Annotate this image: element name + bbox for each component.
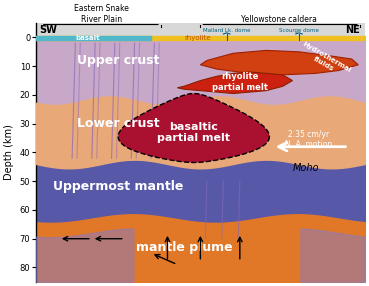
Text: Scourge dome: Scourge dome [279,28,319,33]
Text: Mallard Lk. dome: Mallard Lk. dome [203,28,251,33]
Text: Eastern Snake
River Plain: Eastern Snake River Plain [74,4,129,24]
Text: Moho: Moho [293,163,319,173]
Text: 2.35 cm/yr
N. A. motion: 2.35 cm/yr N. A. motion [285,130,332,149]
Text: mantle plume: mantle plume [136,241,232,254]
Text: basaltic
partial melt: basaltic partial melt [157,122,230,143]
Text: Uppermost mantle: Uppermost mantle [53,180,183,193]
Y-axis label: Depth (km): Depth (km) [4,124,14,180]
Text: rhyolite: rhyolite [184,35,211,41]
Polygon shape [200,50,358,75]
Polygon shape [118,94,269,162]
Text: Hydrothermal
fluids: Hydrothermal fluids [298,41,352,80]
Text: Upper crust: Upper crust [77,54,159,67]
Polygon shape [177,72,293,94]
Text: rhyolite
partial melt: rhyolite partial melt [212,72,268,92]
Text: Yellowstone caldera: Yellowstone caldera [241,15,317,24]
Text: basalt: basalt [75,35,100,41]
Text: Lower crust: Lower crust [77,117,159,130]
Text: SW: SW [39,25,57,35]
Text: NE: NE [345,25,360,35]
